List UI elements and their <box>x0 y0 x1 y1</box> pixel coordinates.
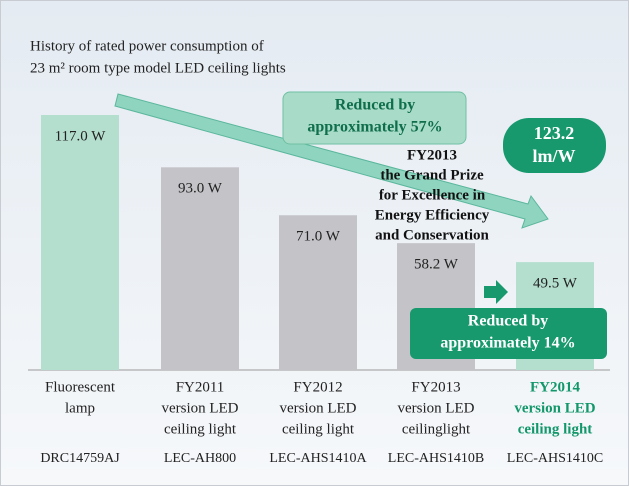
bar <box>161 167 239 370</box>
reduction-box-last <box>410 308 607 359</box>
annotation: lm/W <box>533 146 576 166</box>
category-label: FY2013 <box>411 379 460 395</box>
value-label: 93.0 W <box>178 181 223 197</box>
value-label: 71.0 W <box>296 229 341 245</box>
annotation: approximately 14% <box>440 335 575 352</box>
annotation: FY2013 <box>407 147 457 163</box>
annotation: 123.2 <box>534 123 575 143</box>
model-label: DRC14759AJ <box>40 451 120 466</box>
category-label: lamp <box>65 400 95 416</box>
annotation: Reduced by <box>335 97 415 114</box>
model-label: LEC-AHS1410B <box>388 451 484 466</box>
category-label: ceilinglight <box>402 421 471 437</box>
value-label: 49.5 W <box>533 276 578 292</box>
value-label: 117.0 W <box>55 128 107 144</box>
category-label: FY2011 <box>176 379 225 395</box>
category-label: FY2014 <box>530 379 580 395</box>
category-label: Fluorescent <box>45 379 116 395</box>
trend-arrow <box>114 93 549 229</box>
category-label: version LED <box>161 400 238 416</box>
annotation: the Grand Prize <box>380 167 484 183</box>
efficiency-badge <box>503 118 606 173</box>
bar <box>41 115 119 370</box>
category-label: ceiling light <box>282 421 355 437</box>
category-label: version LED <box>279 400 356 416</box>
category-label: ceiling light <box>518 421 593 437</box>
small-arrow <box>484 280 508 304</box>
category-label: version LED <box>514 400 595 416</box>
chart-title: 23 m² room type model LED ceiling lights <box>30 60 286 76</box>
reduction-box <box>282 91 467 145</box>
chart-title: History of rated power consumption of <box>30 38 264 54</box>
annotation: approximately 57% <box>307 119 442 136</box>
annotation: Reduced by <box>468 313 548 330</box>
annotation: Energy Efficiency <box>375 207 490 223</box>
category-label: ceiling light <box>164 421 237 437</box>
model-label: LEC-AHS1410C <box>507 451 603 466</box>
value-label: 58.2 W <box>414 257 459 273</box>
category-label: FY2012 <box>293 379 342 395</box>
annotation: for Excellence in <box>379 187 486 203</box>
category-label: version LED <box>397 400 474 416</box>
annotation: and Conservation <box>375 227 489 243</box>
bar <box>279 215 357 370</box>
model-label: LEC-AHS1410A <box>269 451 367 466</box>
model-label: LEC-AH800 <box>164 451 236 466</box>
